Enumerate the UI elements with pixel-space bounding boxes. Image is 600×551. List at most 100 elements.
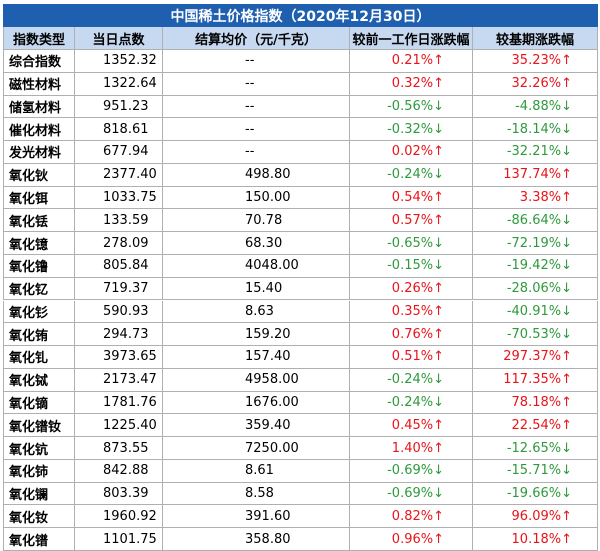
change-cell: 10.18%↑ bbox=[473, 528, 598, 551]
row-label: 氧化钆 bbox=[3, 346, 75, 369]
value-cell: 358.80 bbox=[163, 528, 350, 551]
change-cell: 0.02%↑ bbox=[350, 141, 473, 164]
value-cell: 391.60 bbox=[163, 505, 350, 529]
value-cell: 719.37 bbox=[75, 277, 163, 301]
change-cell: -0.56%↓ bbox=[350, 95, 473, 119]
change-cell: 0.54%↑ bbox=[350, 186, 473, 210]
value-cell: 677.94 bbox=[75, 141, 163, 164]
column-header: 指数类型 bbox=[3, 27, 75, 50]
value-cell: 951.23 bbox=[75, 95, 163, 119]
value-cell: 498.80 bbox=[163, 163, 350, 187]
value-cell: 157.40 bbox=[163, 346, 350, 369]
value-cell: 590.93 bbox=[75, 300, 163, 324]
row-label: 磁性材料 bbox=[3, 72, 75, 96]
change-cell: -28.06%↓ bbox=[473, 277, 598, 301]
change-cell: -12.65%↓ bbox=[473, 437, 598, 460]
row-label: 氧化铈 bbox=[3, 459, 75, 483]
value-cell: 1322.64 bbox=[75, 72, 163, 96]
value-cell: -- bbox=[163, 95, 350, 119]
change-cell: -0.15%↓ bbox=[350, 254, 473, 278]
value-cell: 873.55 bbox=[75, 437, 163, 460]
change-cell: 0.26%↑ bbox=[350, 277, 473, 301]
change-cell: -0.24%↓ bbox=[350, 163, 473, 187]
value-cell: 1352.32 bbox=[75, 50, 163, 73]
value-cell: 8.63 bbox=[163, 300, 350, 324]
row-label: 氧化镝 bbox=[3, 391, 75, 415]
row-label: 氧化镨 bbox=[3, 528, 75, 551]
value-cell: -- bbox=[163, 50, 350, 73]
row-label: 氧化钪 bbox=[3, 437, 75, 460]
value-cell: 4958.00 bbox=[163, 368, 350, 392]
change-cell: 0.51%↑ bbox=[350, 346, 473, 369]
value-cell: 842.88 bbox=[75, 459, 163, 483]
change-cell: 35.23%↑ bbox=[473, 50, 598, 73]
change-cell: -0.32%↓ bbox=[350, 118, 473, 142]
row-label: 催化材料 bbox=[3, 118, 75, 142]
change-cell: 1.40%↑ bbox=[350, 437, 473, 460]
change-cell: 0.57%↑ bbox=[350, 209, 473, 233]
value-cell: 818.61 bbox=[75, 118, 163, 142]
column-header: 当日点数 bbox=[75, 27, 163, 50]
row-label: 氧化钕 bbox=[3, 505, 75, 529]
value-cell: 1225.40 bbox=[75, 414, 163, 438]
change-cell: 0.76%↑ bbox=[350, 323, 473, 347]
change-cell: -0.24%↓ bbox=[350, 391, 473, 415]
change-cell: -0.69%↓ bbox=[350, 459, 473, 483]
row-label: 氧化镧 bbox=[3, 482, 75, 506]
row-label: 储氢材料 bbox=[3, 95, 75, 119]
value-cell: 8.58 bbox=[163, 482, 350, 506]
column-header: 较基期涨跌幅 bbox=[473, 27, 598, 50]
value-cell: 7250.00 bbox=[163, 437, 350, 460]
row-label: 氧化铒 bbox=[3, 186, 75, 210]
change-cell: 22.54%↑ bbox=[473, 414, 598, 438]
value-cell: -- bbox=[163, 141, 350, 164]
value-cell: -- bbox=[163, 118, 350, 142]
change-cell: 32.26%↑ bbox=[473, 72, 598, 96]
change-cell: 137.74%↑ bbox=[473, 163, 598, 187]
value-cell: 359.40 bbox=[163, 414, 350, 438]
row-label: 氧化钇 bbox=[3, 277, 75, 301]
change-cell: 0.32%↑ bbox=[350, 72, 473, 96]
value-cell: 294.73 bbox=[75, 323, 163, 347]
column-header: 较前一工作日涨跌幅 bbox=[350, 27, 473, 50]
change-cell: -0.24%↓ bbox=[350, 368, 473, 392]
change-cell: 96.09%↑ bbox=[473, 505, 598, 529]
change-cell: 78.18%↑ bbox=[473, 391, 598, 415]
value-cell: 1781.76 bbox=[75, 391, 163, 415]
change-cell: 0.96%↑ bbox=[350, 528, 473, 551]
value-cell: 3973.65 bbox=[75, 346, 163, 369]
title: 中国稀土价格指数（2020年12月30日） bbox=[3, 4, 598, 27]
change-cell: -0.65%↓ bbox=[350, 232, 473, 255]
value-cell: 278.09 bbox=[75, 232, 163, 255]
change-cell: -19.66%↓ bbox=[473, 482, 598, 506]
value-cell: 1960.92 bbox=[75, 505, 163, 529]
value-cell: 133.59 bbox=[75, 209, 163, 233]
change-cell: 297.37%↑ bbox=[473, 346, 598, 369]
value-cell: 1033.75 bbox=[75, 186, 163, 210]
change-cell: 0.21%↑ bbox=[350, 50, 473, 73]
row-label: 综合指数 bbox=[3, 50, 75, 73]
change-cell: -40.91%↓ bbox=[473, 300, 598, 324]
value-cell: -- bbox=[163, 72, 350, 96]
value-cell: 8.61 bbox=[163, 459, 350, 483]
row-label: 氧化铽 bbox=[3, 368, 75, 392]
change-cell: -86.64%↓ bbox=[473, 209, 598, 233]
value-cell: 2377.40 bbox=[75, 163, 163, 187]
change-cell: 0.45%↑ bbox=[350, 414, 473, 438]
change-cell: -32.21%↓ bbox=[473, 141, 598, 164]
column-header: 结算均价（元/千克） bbox=[163, 27, 350, 50]
row-label: 氧化镱 bbox=[3, 232, 75, 255]
value-cell: 1101.75 bbox=[75, 528, 163, 551]
row-label: 氧化钐 bbox=[3, 300, 75, 324]
value-cell: 4048.00 bbox=[163, 254, 350, 278]
change-cell: 0.35%↑ bbox=[350, 300, 473, 324]
change-cell: -0.69%↓ bbox=[350, 482, 473, 506]
change-cell: 117.35%↑ bbox=[473, 368, 598, 392]
change-cell: -4.88%↓ bbox=[473, 95, 598, 119]
change-cell: 3.38%↑ bbox=[473, 186, 598, 210]
row-label: 氧化镨钕 bbox=[3, 414, 75, 438]
value-cell: 70.78 bbox=[163, 209, 350, 233]
change-cell: -19.42%↓ bbox=[473, 254, 598, 278]
value-cell: 2173.47 bbox=[75, 368, 163, 392]
